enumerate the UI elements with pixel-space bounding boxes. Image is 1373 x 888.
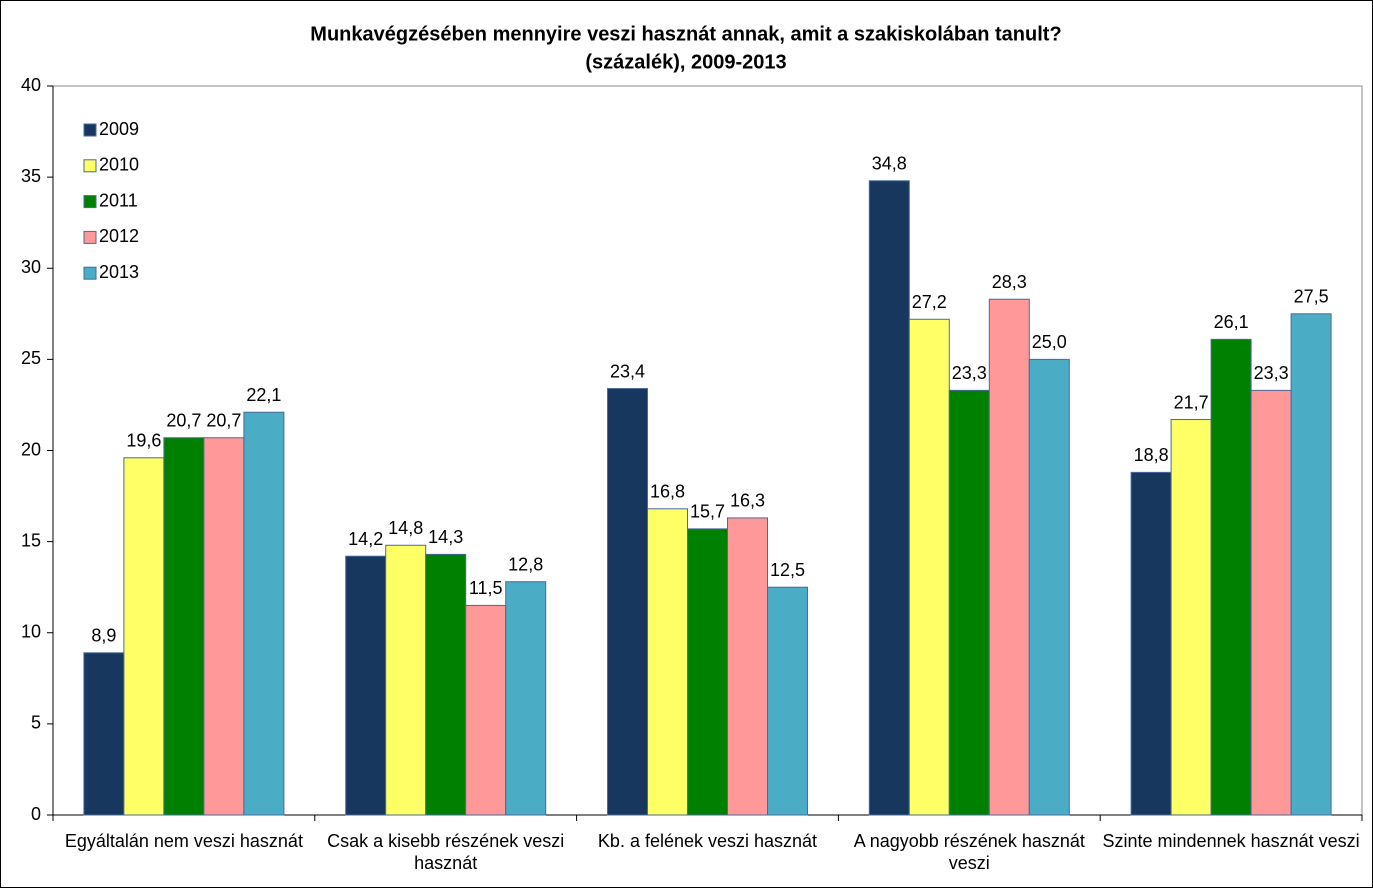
y-tick-label: 20 xyxy=(21,439,41,459)
data-label: 14,8 xyxy=(388,518,423,538)
data-label: 11,5 xyxy=(469,578,503,598)
legend-label: 2009 xyxy=(99,119,139,139)
bar xyxy=(123,457,165,816)
data-label: 26,1 xyxy=(1214,312,1249,332)
bar xyxy=(1130,471,1172,816)
data-label: 23,3 xyxy=(952,363,987,383)
data-label: 12,8 xyxy=(508,554,543,574)
x-tick-label: Kb. a felének veszi hasznát xyxy=(597,831,818,851)
data-label: 23,3 xyxy=(1254,363,1289,383)
chart-subtitle: (százalék), 2009-2013 xyxy=(585,51,786,73)
data-label: 23,4 xyxy=(610,361,645,381)
data-label: 16,8 xyxy=(650,482,685,502)
bar xyxy=(83,652,125,816)
data-label: 20,7 xyxy=(206,410,241,430)
data-label: 28,3 xyxy=(992,272,1027,292)
bar xyxy=(243,411,285,816)
legend-swatch xyxy=(83,159,97,173)
data-label: 27,2 xyxy=(912,292,947,312)
y-tick-label: 40 xyxy=(21,75,41,95)
legend-label: 2013 xyxy=(99,262,139,282)
bar xyxy=(948,389,990,816)
bar xyxy=(163,437,205,816)
data-label: 21,7 xyxy=(1174,392,1209,412)
bar xyxy=(647,508,688,816)
legend-swatch xyxy=(83,195,97,209)
y-tick-label: 25 xyxy=(21,348,41,368)
bar xyxy=(505,581,547,816)
data-label: 12,5 xyxy=(770,560,805,580)
data-label: 34,8 xyxy=(872,154,907,174)
bar xyxy=(988,298,1030,816)
bar xyxy=(385,544,427,816)
bar xyxy=(607,388,648,816)
data-label: 25,0 xyxy=(1032,332,1067,352)
bar xyxy=(908,318,950,816)
x-tick-label: Egyáltalán nem veszi hasznát xyxy=(64,831,303,851)
bar xyxy=(1250,389,1292,816)
legend-label: 2011 xyxy=(99,190,138,210)
data-label: 16,3 xyxy=(730,491,765,511)
bar xyxy=(1170,419,1212,816)
bar xyxy=(345,555,387,816)
x-tick-label: Csak a kisebb részének veszi hasznát xyxy=(327,831,565,873)
data-label: 8,9 xyxy=(91,626,116,646)
y-tick-label: 30 xyxy=(21,257,41,277)
bar xyxy=(1028,358,1070,816)
bar xyxy=(868,180,910,816)
data-label: 20,7 xyxy=(166,410,201,430)
x-tick-label: Szinte mindennek hasznát veszi xyxy=(1102,831,1360,851)
legend-swatch xyxy=(83,123,97,137)
bar xyxy=(465,604,507,816)
x-tick-label: A nagyobb részének hasznát veszi xyxy=(853,831,1085,873)
bar xyxy=(1290,313,1332,816)
data-label: 14,3 xyxy=(428,527,463,547)
chart-title: Munkavégzésében mennyire veszi hasznát a… xyxy=(310,23,1061,45)
bar xyxy=(687,528,728,816)
bar xyxy=(767,586,808,816)
data-label: 27,5 xyxy=(1294,287,1329,307)
y-tick-label: 10 xyxy=(21,622,41,642)
data-label: 22,1 xyxy=(246,385,281,405)
data-label: 15,7 xyxy=(690,502,725,522)
legend-swatch xyxy=(83,230,97,244)
y-tick-label: 0 xyxy=(31,804,41,824)
y-tick-label: 35 xyxy=(21,166,41,186)
bar xyxy=(425,553,467,816)
legend-label: 2012 xyxy=(99,226,139,246)
bar xyxy=(203,437,245,816)
legend-swatch xyxy=(83,266,97,280)
y-tick-label: 15 xyxy=(21,530,41,550)
bar xyxy=(1210,338,1252,816)
data-label: 19,6 xyxy=(126,431,161,451)
y-tick-label: 5 xyxy=(31,713,41,733)
data-label: 14,2 xyxy=(348,529,383,549)
legend-label: 2010 xyxy=(99,155,139,175)
data-label: 18,8 xyxy=(1134,445,1169,465)
bar xyxy=(727,517,768,816)
